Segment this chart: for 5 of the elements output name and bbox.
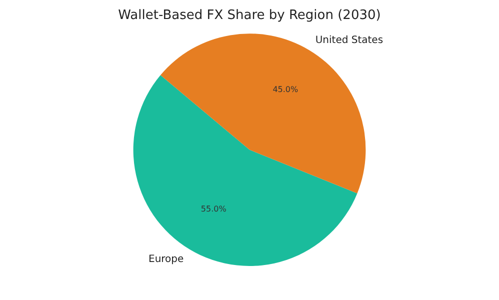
- slice-label: Europe: [148, 254, 184, 265]
- slice-label: United States: [315, 34, 384, 46]
- chart-title: Wallet-Based FX Share by Region (2030): [118, 8, 381, 24]
- data-label: 55.0%: [200, 204, 227, 214]
- data-label: 45.0%: [272, 85, 299, 94]
